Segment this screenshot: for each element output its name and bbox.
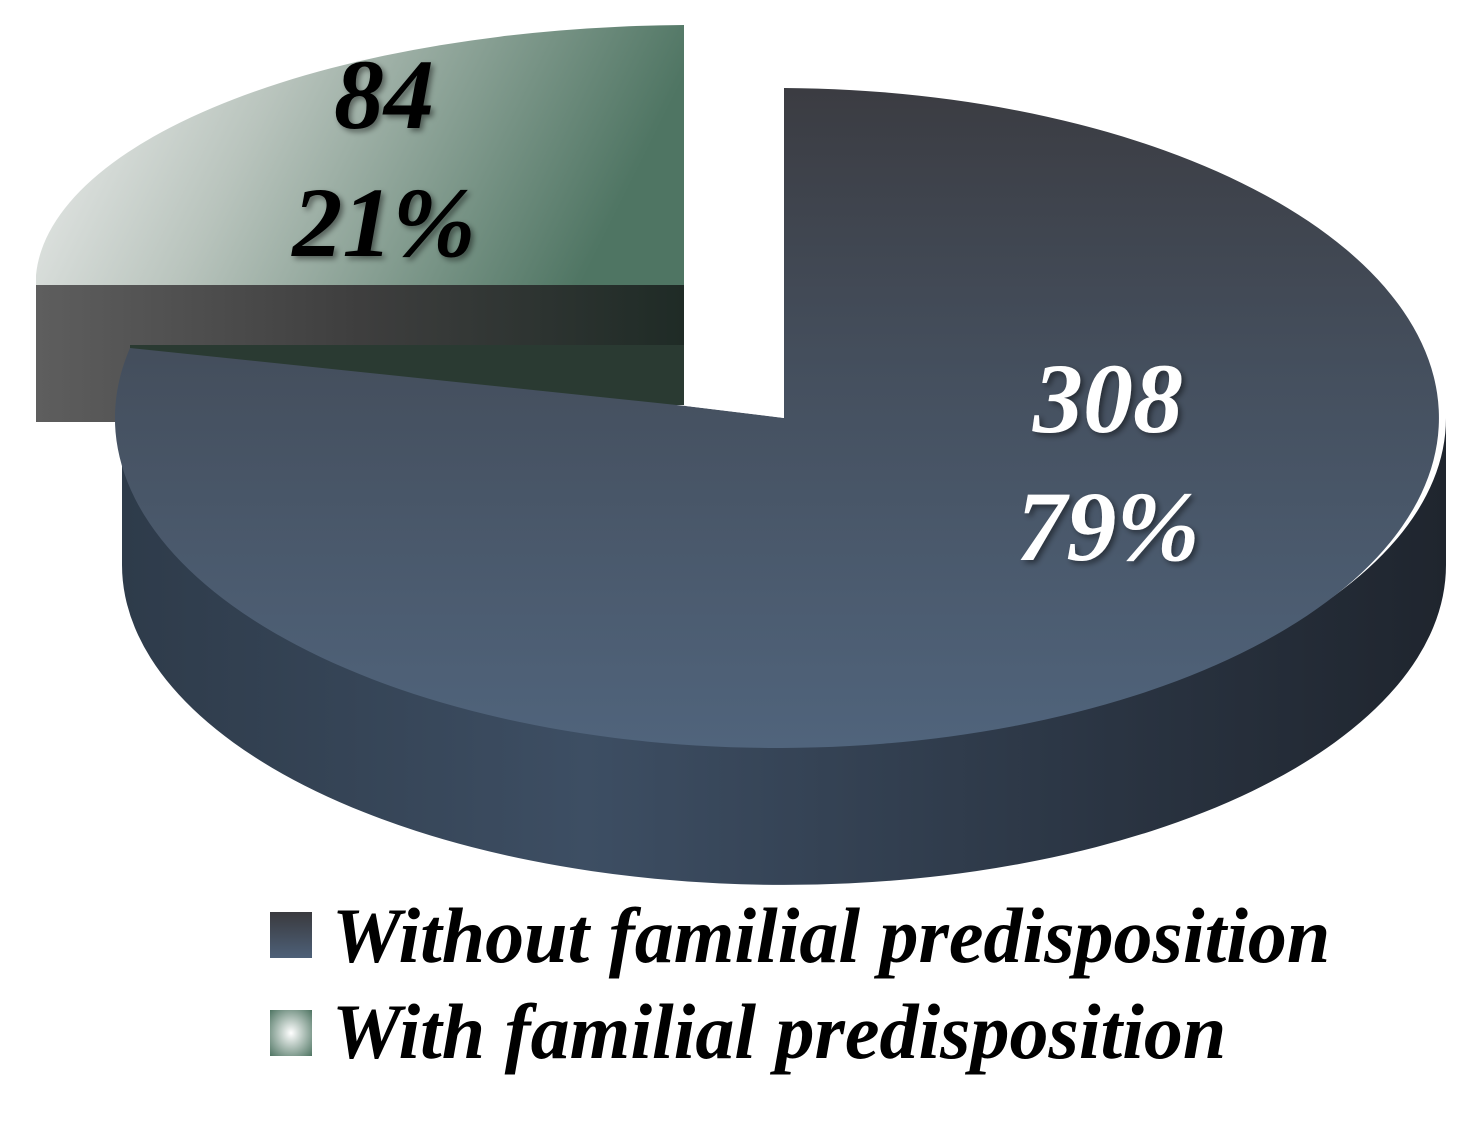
legend-item-without: Without familial predisposition [270, 892, 1330, 979]
legend-swatch-with [270, 1010, 312, 1056]
value-label-with: 84 [334, 39, 434, 150]
percent-label-without: 79% [1016, 471, 1199, 582]
slice-without-side [122, 418, 1446, 885]
value-label-without: 308 [1032, 343, 1183, 454]
slice-gap [686, 24, 784, 418]
slice-without-familial-predisposition [114, 88, 1439, 748]
legend-item-with: With familial predisposition [270, 988, 1226, 1075]
label-with: 84 21% [290, 39, 475, 278]
slice-with-familial-predisposition [36, 25, 684, 285]
legend-label-with: With familial predisposition [332, 988, 1226, 1075]
label-without: 308 79% [1016, 343, 1199, 582]
percent-label-with: 21% [290, 167, 475, 278]
legend-label-without: Without familial predisposition [332, 892, 1330, 979]
legend: Without familial predisposition With fam… [270, 892, 1330, 1075]
slice-with-side [36, 285, 684, 422]
legend-swatch-without [270, 912, 312, 958]
